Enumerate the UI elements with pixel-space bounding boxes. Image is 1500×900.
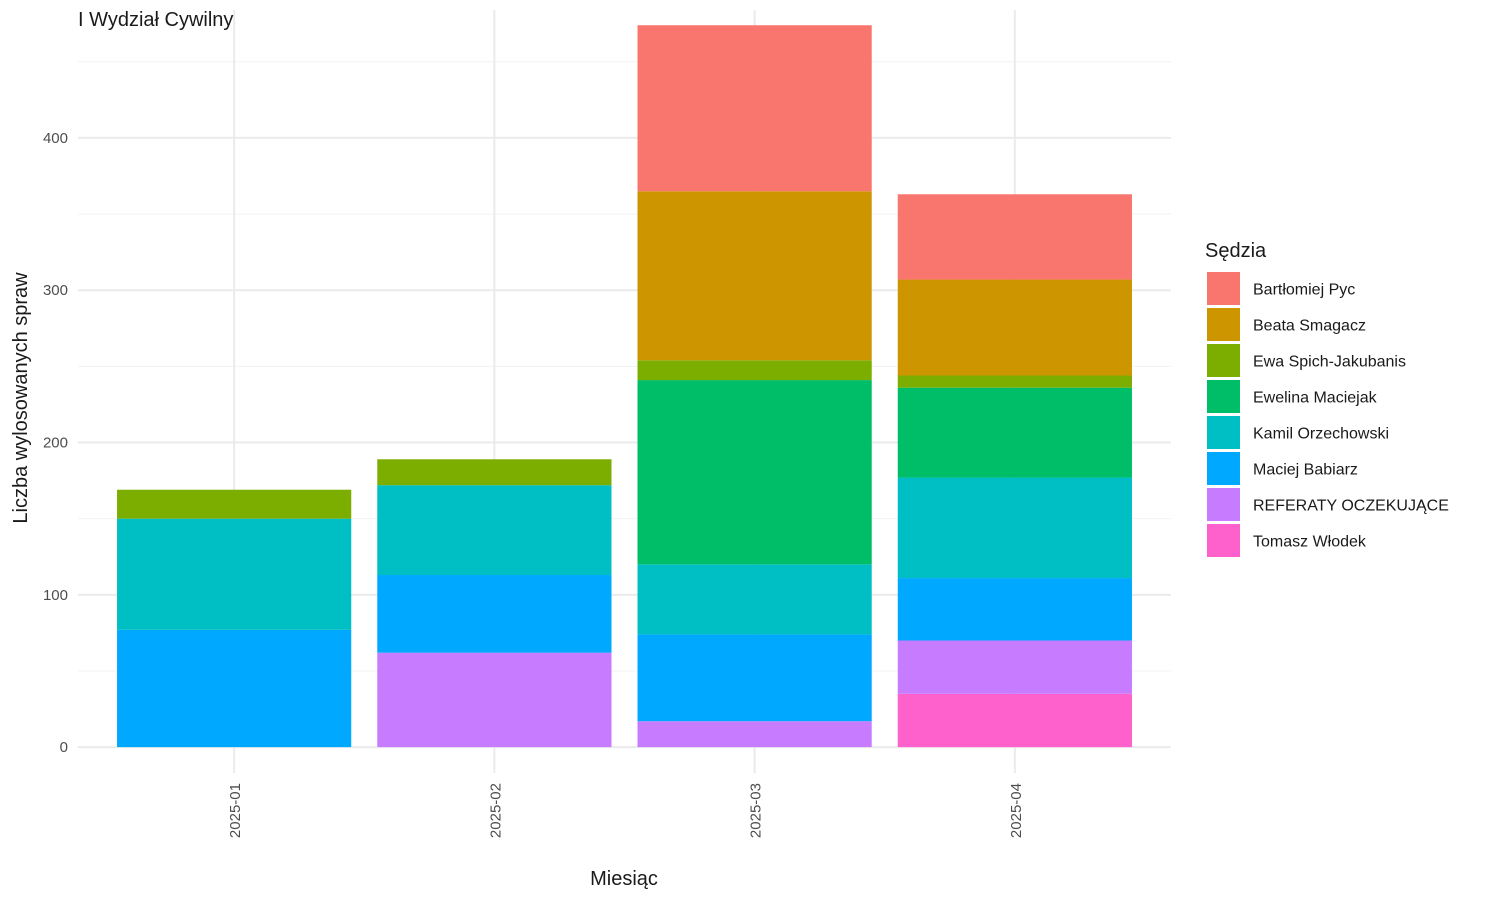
bar-segment <box>117 489 352 519</box>
legend-label: Kamil Orzechowski <box>1253 426 1389 443</box>
bar-segment <box>897 477 1132 579</box>
legend-swatch <box>1207 344 1240 377</box>
legend-swatch <box>1207 272 1240 305</box>
bar-segment <box>637 564 872 635</box>
legend-swatch <box>1207 488 1240 521</box>
bar-segment <box>897 578 1132 641</box>
bar-segment <box>897 640 1132 694</box>
legend-label: Maciej Babiarz <box>1253 462 1358 479</box>
bar-segment <box>897 693 1132 748</box>
bar-segment <box>897 279 1132 376</box>
x-tick-label: 2025-02 <box>487 783 504 838</box>
legend-label: Ewelina Maciejak <box>1253 390 1378 407</box>
legend-swatch <box>1207 524 1240 557</box>
chart-title: I Wydział Cywilny <box>78 9 233 31</box>
y-tick-label: 100 <box>43 587 68 604</box>
bars <box>117 25 1132 748</box>
y-axis-title: Liczba wylosowanych spraw <box>10 272 32 524</box>
bar-segment <box>637 191 872 361</box>
bar-segment <box>637 380 872 565</box>
bar-segment <box>637 634 872 722</box>
legend-swatch <box>1207 380 1240 413</box>
y-tick-label: 200 <box>43 435 68 452</box>
bar-segment <box>637 721 872 748</box>
legend-swatch <box>1207 416 1240 449</box>
legend-label: Ewa Spich-Jakubanis <box>1253 354 1406 371</box>
y-tick-label: 400 <box>43 130 68 147</box>
bar-segment <box>637 360 872 381</box>
legend-label: Bartłomiej Pyc <box>1253 282 1355 299</box>
bar-segment <box>897 387 1132 478</box>
bar-segment <box>117 518 352 630</box>
y-axis-ticks: 0 100 200 300 400 <box>43 130 68 756</box>
bar-segment <box>117 629 352 748</box>
bar-segment <box>377 652 612 748</box>
bar-segment <box>897 194 1132 280</box>
bar-segment <box>377 459 612 486</box>
x-tick-label: 2025-03 <box>748 783 765 838</box>
x-axis-ticks: 2025-01 2025-02 2025-03 2025-04 <box>227 783 1025 838</box>
legend-label: Tomasz Włodek <box>1253 534 1367 551</box>
legend: Sędzia Bartłomiej Pyc Beata Smagacz Ewa Sp… <box>1205 240 1449 557</box>
y-tick-label: 0 <box>60 739 68 756</box>
legend-swatch <box>1207 308 1240 341</box>
legend-title: Sędzia <box>1205 240 1267 262</box>
bar-segment <box>637 25 872 192</box>
bar-segment <box>377 485 612 576</box>
legend-label: REFERATY OCZEKUJĄCE <box>1253 498 1449 515</box>
bar-segment <box>377 575 612 653</box>
x-tick-label: 2025-01 <box>227 783 244 838</box>
x-axis-title: Miesiąc <box>590 868 658 890</box>
bar-segment <box>897 375 1132 388</box>
legend-label: Beata Smagacz <box>1253 318 1366 335</box>
x-tick-label: 2025-04 <box>1008 783 1025 838</box>
legend-swatch <box>1207 452 1240 485</box>
y-tick-label: 300 <box>43 282 68 299</box>
